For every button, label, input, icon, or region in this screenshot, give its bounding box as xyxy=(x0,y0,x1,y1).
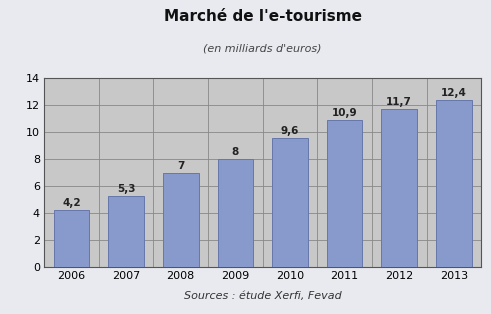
Bar xyxy=(109,196,144,267)
Bar xyxy=(218,159,253,267)
Text: 5,3: 5,3 xyxy=(117,184,136,193)
Text: 7: 7 xyxy=(177,161,185,171)
Bar xyxy=(163,173,198,267)
Text: 8: 8 xyxy=(232,147,239,157)
Bar xyxy=(382,110,417,267)
Text: 11,7: 11,7 xyxy=(386,97,412,107)
Text: 12,4: 12,4 xyxy=(441,88,467,98)
Bar xyxy=(327,120,362,267)
Bar xyxy=(436,100,472,267)
Text: Sources : étude Xerfi, Fevad: Sources : étude Xerfi, Fevad xyxy=(184,291,342,301)
Text: 10,9: 10,9 xyxy=(332,108,357,118)
Text: 9,6: 9,6 xyxy=(281,126,299,136)
Text: 4,2: 4,2 xyxy=(62,198,81,208)
Bar xyxy=(54,210,89,267)
Text: (en milliards d'euros): (en milliards d'euros) xyxy=(203,44,322,54)
Bar xyxy=(272,138,308,267)
Text: Marché de l'e-tourisme: Marché de l'e-tourisme xyxy=(164,9,362,24)
